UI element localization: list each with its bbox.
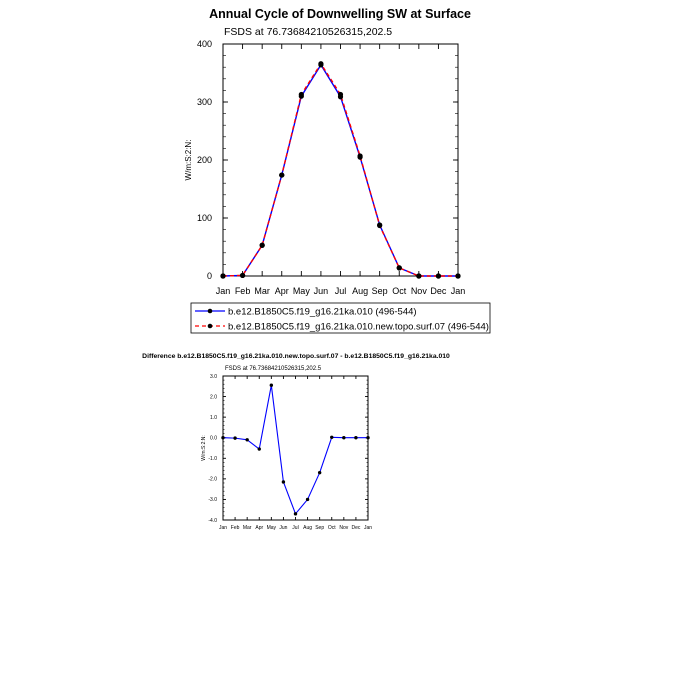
diff-series-0-point <box>305 497 310 502</box>
diff-y-tick-label: 3.0 <box>210 374 217 380</box>
diff-y-tick-label: 1.0 <box>210 415 217 421</box>
diff-series-0-point <box>245 438 249 442</box>
diff-x-tick-label: Mar <box>243 525 252 531</box>
diff-series-0-line <box>222 384 368 515</box>
top-y-tick-label: 100 <box>197 213 212 223</box>
top-series-1-point <box>279 172 285 178</box>
top-x-tick-label: Nov <box>411 286 428 296</box>
diff-y-tick-label: -3.0 <box>208 497 217 503</box>
diff-x-tick-label: Apr <box>255 525 263 531</box>
top-x-tick-label: Jun <box>314 286 329 296</box>
top-x-tick-label: Jul <box>335 286 347 296</box>
diff-x-tick-label: Jul <box>292 525 298 531</box>
top-plot-frame <box>222 43 459 277</box>
diff-y-tick-label: -4.0 <box>208 518 217 524</box>
diff-series-0-point <box>269 383 274 387</box>
diff-x-tick-label: Jan <box>364 525 372 531</box>
diff-series-0-point <box>281 480 286 484</box>
diff-y-tick-label: 0.0 <box>210 435 217 441</box>
diff-series-0-point <box>330 435 334 440</box>
diff-y-axis-label: W/m:S:2:N: <box>201 435 207 461</box>
top-series-1-point <box>455 273 461 279</box>
top-x-tick-label: May <box>293 286 311 296</box>
diff-series-0-point <box>293 512 298 516</box>
legend-label-0: b.e12.B1850C5.f19_g16.21ka.010 (496-544) <box>228 307 417 318</box>
diff-series-0-point <box>342 436 346 440</box>
top-y-tick-label: 400 <box>197 39 212 49</box>
diff-y-tick-label: -2.0 <box>208 477 217 483</box>
top-chart-title: Annual Cycle of Downwelling SW at Surfac… <box>209 7 471 21</box>
top-x-tick-label: Sep <box>372 286 388 296</box>
top-y-axis-label: W/m:S:2:N: <box>184 140 193 181</box>
diff-x-tick-label: Oct <box>328 525 336 531</box>
top-x-tick-label: Dec <box>430 286 447 296</box>
top-series-1-point <box>239 272 246 279</box>
top-y-tick-label: 300 <box>197 97 212 107</box>
top-y-tick-label: 0 <box>207 271 212 281</box>
top-x-tick-label: Jan <box>451 286 466 296</box>
legend-label-1: b.e12.B1850C5.f19_g16.21ka.010.new.topo.… <box>228 322 489 333</box>
top-x-tick-label: Jan <box>216 286 231 296</box>
diff-series-0-point <box>257 447 261 451</box>
diff-series-0-point <box>354 436 358 440</box>
diff-y-tick-label: 2.0 <box>210 394 217 400</box>
top-y-tick-label: 200 <box>197 155 212 165</box>
legend-marker-0 <box>207 308 213 314</box>
diff-chart-subtitle: FSDS at 76.73684210526315,202.5 <box>225 366 322 372</box>
diff-plot-frame <box>222 375 369 521</box>
top-x-tick-label: Mar <box>254 286 270 296</box>
top-series-1-point <box>318 61 324 67</box>
diff-series-0-point <box>366 436 370 440</box>
legend-box <box>190 302 491 334</box>
top-chart-subtitle: FSDS at 76.73684210526315,202.5 <box>224 26 392 38</box>
top-series-1-point <box>416 273 422 279</box>
top-series-1-point <box>377 222 383 229</box>
top-series-1-point <box>357 153 363 159</box>
top-series-1-point <box>298 91 304 98</box>
diff-x-tick-label: Dec <box>351 525 360 531</box>
diff-x-tick-label: Sep <box>315 525 324 531</box>
diff-y-tick-label: -1.0 <box>208 456 217 462</box>
top-series-1-point <box>220 273 226 279</box>
top-x-tick-label: Oct <box>392 286 407 296</box>
diff-x-tick-label: May <box>267 525 277 531</box>
top-series-1-point <box>337 91 344 98</box>
top-series-1-point <box>396 265 402 271</box>
diff-series-0-point <box>221 436 225 440</box>
diff-x-tick-label: Nov <box>339 525 348 531</box>
top-series-1-point <box>259 242 265 248</box>
diff-chart-title: Difference b.e12.B1850C5.f19_g16.21ka.01… <box>142 353 450 360</box>
diff-x-tick-label: Jun <box>279 525 287 531</box>
top-x-tick-label: Aug <box>352 286 368 296</box>
diff-x-tick-label: Aug <box>303 525 312 531</box>
diff-series-0-point <box>317 470 322 475</box>
top-x-tick-label: Apr <box>275 286 289 296</box>
diff-series-0-point <box>233 436 237 440</box>
diff-x-tick-label: Feb <box>231 525 240 531</box>
top-x-tick-label: Feb <box>235 286 251 296</box>
diff-x-tick-label: Jan <box>219 525 227 531</box>
top-series-1-point <box>435 273 442 279</box>
legend-marker-1 <box>207 323 213 329</box>
